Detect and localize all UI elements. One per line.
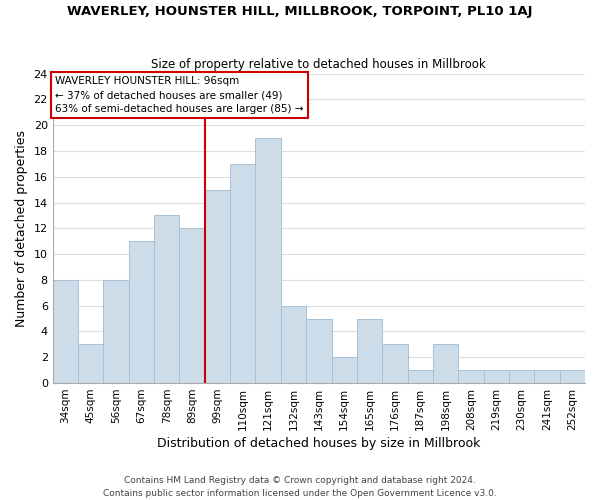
Bar [154, 216, 179, 383]
Bar [433, 344, 458, 383]
Bar [230, 164, 256, 383]
Bar [256, 138, 281, 383]
Title: Size of property relative to detached houses in Millbrook: Size of property relative to detached ho… [151, 58, 486, 71]
Bar [535, 370, 560, 383]
Y-axis label: Number of detached properties: Number of detached properties [15, 130, 28, 327]
Bar [407, 370, 433, 383]
Bar [458, 370, 484, 383]
Text: WAVERLEY HOUNSTER HILL: 96sqm
← 37% of detached houses are smaller (49)
63% of s: WAVERLEY HOUNSTER HILL: 96sqm ← 37% of d… [55, 76, 304, 114]
Bar [53, 280, 78, 383]
Bar [306, 318, 332, 383]
Bar [179, 228, 205, 383]
Text: WAVERLEY, HOUNSTER HILL, MILLBROOK, TORPOINT, PL10 1AJ: WAVERLEY, HOUNSTER HILL, MILLBROOK, TORP… [67, 5, 533, 18]
X-axis label: Distribution of detached houses by size in Millbrook: Distribution of detached houses by size … [157, 437, 481, 450]
Bar [205, 190, 230, 383]
Text: Contains HM Land Registry data © Crown copyright and database right 2024.
Contai: Contains HM Land Registry data © Crown c… [103, 476, 497, 498]
Bar [560, 370, 585, 383]
Bar [357, 318, 382, 383]
Bar [129, 241, 154, 383]
Bar [484, 370, 509, 383]
Bar [332, 358, 357, 383]
Bar [78, 344, 103, 383]
Bar [281, 306, 306, 383]
Bar [103, 280, 129, 383]
Bar [382, 344, 407, 383]
Bar [509, 370, 535, 383]
